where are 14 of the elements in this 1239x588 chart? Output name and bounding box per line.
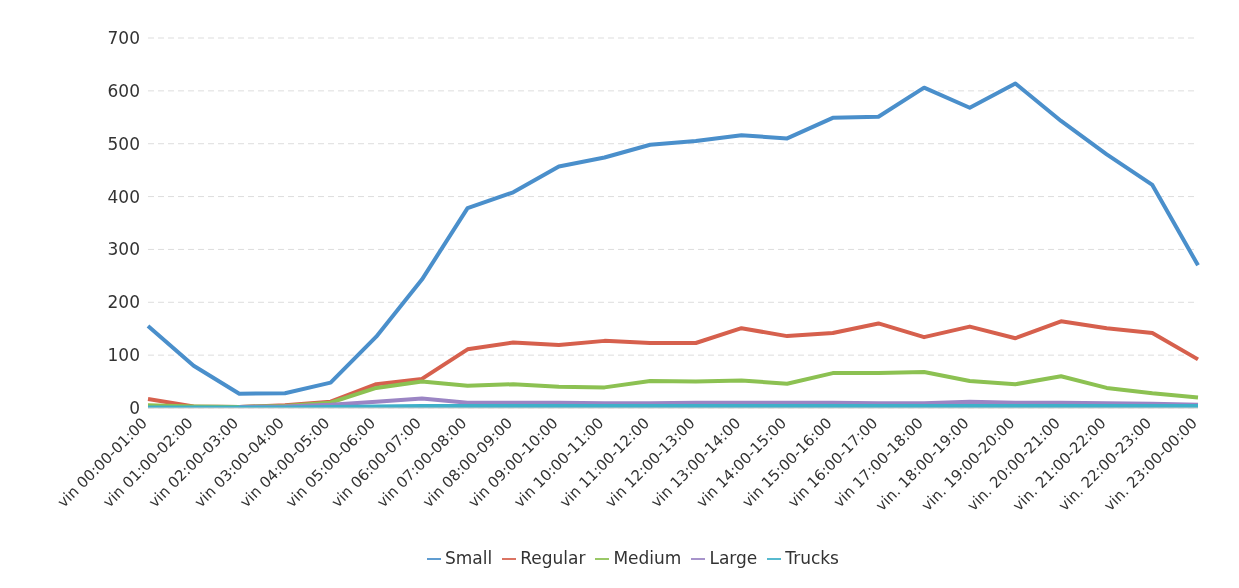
- y-tick-label: 100: [107, 345, 140, 366]
- y-tick-label: 700: [107, 28, 140, 49]
- y-tick-label: 0: [129, 398, 140, 419]
- legend-label: Medium: [613, 548, 682, 568]
- y-tick-label: 500: [107, 133, 140, 154]
- legend-label: Trucks: [785, 548, 839, 568]
- y-tick-label: 200: [107, 292, 140, 313]
- line-series: [146, 81, 1200, 396]
- legend-label: Regular: [520, 548, 586, 568]
- y-tick-label: 300: [107, 239, 140, 260]
- y-tick-label: 600: [107, 80, 140, 101]
- legend-label: Large: [709, 548, 758, 568]
- legend-label: Small: [445, 548, 493, 568]
- y-tick-label: 400: [107, 186, 140, 207]
